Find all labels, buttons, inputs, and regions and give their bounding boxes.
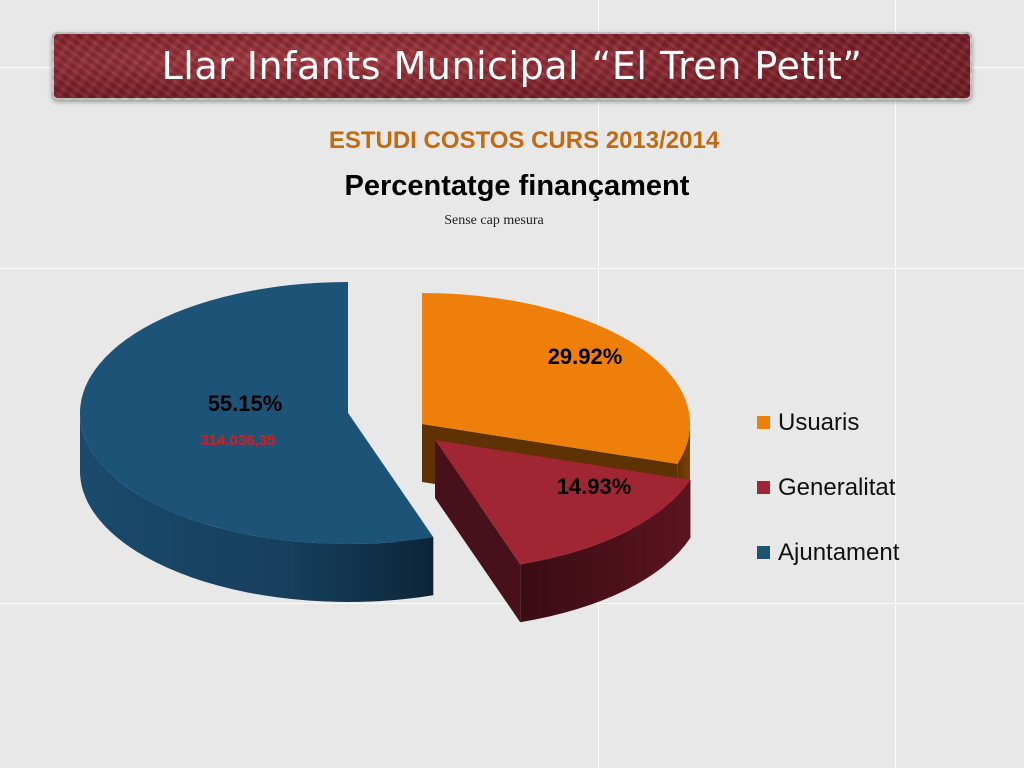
legend-swatch bbox=[757, 546, 770, 559]
legend-label: Generalitat bbox=[778, 473, 896, 501]
slice-top bbox=[435, 440, 691, 565]
slice-side bbox=[520, 479, 691, 623]
chart-title: Percentatge finançament bbox=[344, 170, 690, 202]
slice-amount-label: 314.036,35 bbox=[200, 432, 275, 449]
grid-line bbox=[895, 0, 896, 768]
legend-swatch bbox=[757, 416, 770, 429]
legend-swatch bbox=[757, 481, 770, 494]
pie-slice-generalitat bbox=[435, 440, 691, 623]
chart-legend: Usuaris Generalitat Ajuntament bbox=[757, 390, 899, 585]
legend-item: Generalitat bbox=[757, 455, 899, 520]
slice-top bbox=[79, 281, 434, 545]
slice-percent-label: 29.92% bbox=[548, 344, 623, 369]
grid-line bbox=[0, 268, 1024, 269]
legend-item: Ajuntament bbox=[757, 520, 899, 585]
legend-label: Ajuntament bbox=[778, 538, 900, 566]
legend-item: Usuaris bbox=[757, 390, 899, 455]
study-heading: ESTUDI COSTOS CURS 2013/2014 bbox=[328, 127, 720, 154]
legend-label: Usuaris bbox=[778, 408, 860, 436]
slice-percent-label: 55.15% bbox=[208, 391, 283, 416]
slice-top bbox=[422, 292, 691, 464]
title-banner: Llar Infants Municipal “El Tren Petit” bbox=[52, 32, 972, 100]
pie-slice-ajuntament bbox=[79, 281, 434, 602]
chart-caption: Sense cap mesura bbox=[444, 213, 544, 228]
slice-side bbox=[80, 413, 434, 602]
slide-title: Llar Infants Municipal “El Tren Petit” bbox=[161, 44, 863, 88]
slice-percent-label: 14.93% bbox=[557, 474, 632, 499]
